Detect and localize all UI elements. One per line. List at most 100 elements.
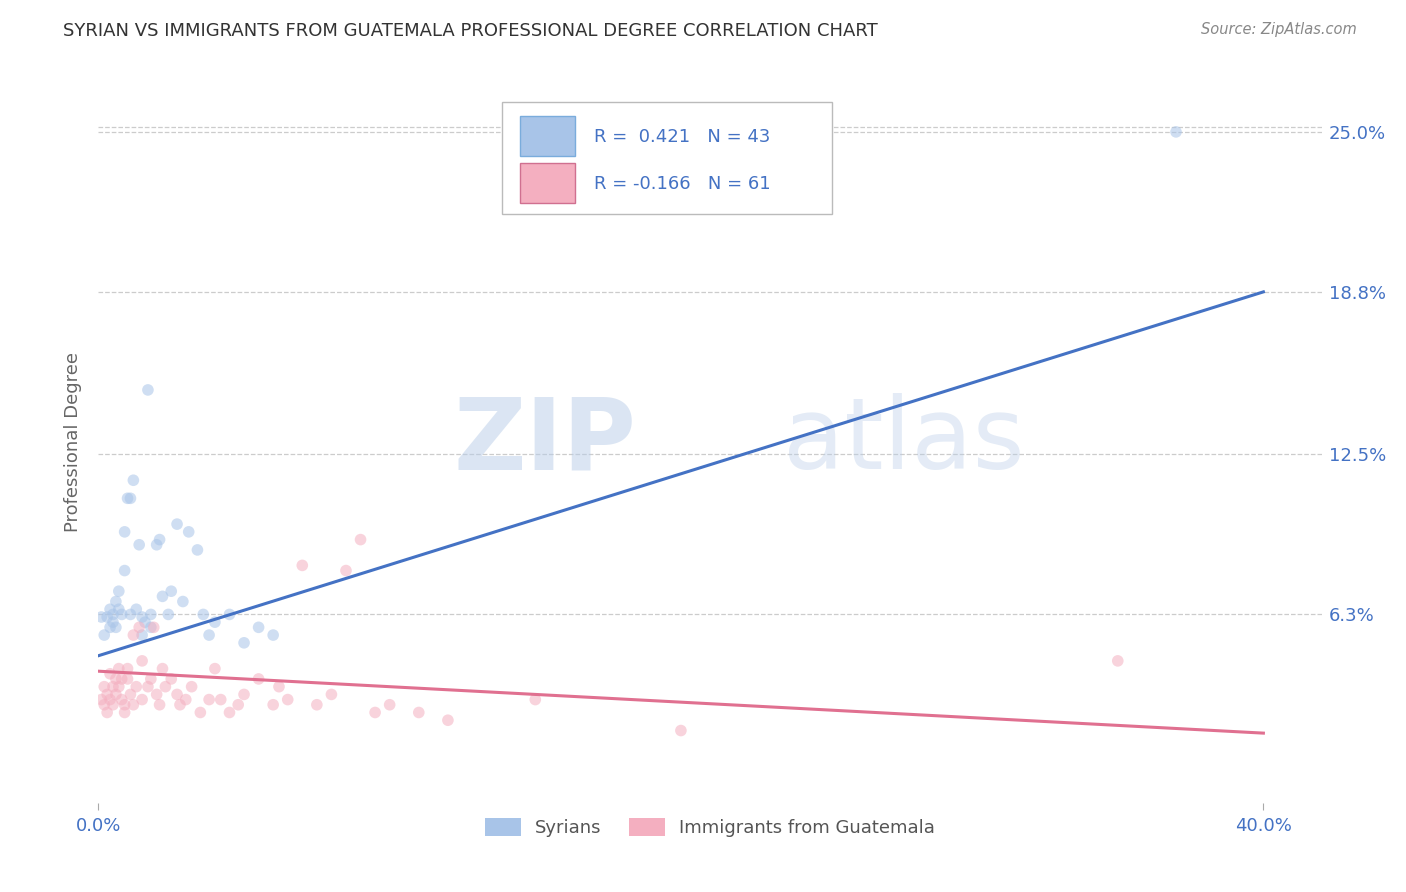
Point — [111, 672, 134, 686]
Point — [98, 692, 121, 706]
Point — [120, 687, 142, 701]
Point — [104, 620, 127, 634]
FancyBboxPatch shape — [502, 102, 832, 214]
Point — [157, 607, 180, 622]
Text: R =  0.421   N = 43: R = 0.421 N = 43 — [593, 128, 770, 145]
Point — [108, 680, 131, 694]
Point — [364, 706, 387, 720]
Point — [93, 628, 115, 642]
Point — [93, 698, 115, 712]
Point — [128, 538, 150, 552]
Point — [149, 698, 172, 712]
Point — [128, 620, 150, 634]
Point — [90, 692, 112, 706]
Point — [408, 706, 430, 720]
Point — [193, 607, 215, 622]
Point — [152, 590, 174, 604]
Point — [96, 706, 118, 720]
Point — [104, 672, 127, 686]
Point — [101, 680, 124, 694]
Point — [101, 698, 124, 712]
Point — [114, 698, 136, 712]
Point — [277, 692, 299, 706]
Point — [226, 698, 249, 712]
Text: Source: ZipAtlas.com: Source: ZipAtlas.com — [1201, 22, 1357, 37]
Point — [172, 594, 194, 608]
Point — [1107, 654, 1129, 668]
Point — [209, 692, 232, 706]
Point — [98, 620, 121, 634]
Point — [90, 610, 112, 624]
Text: R = -0.166   N = 61: R = -0.166 N = 61 — [593, 175, 770, 193]
Point — [98, 602, 121, 616]
Point — [305, 698, 328, 712]
Point — [117, 672, 139, 686]
Point — [136, 383, 159, 397]
Point — [111, 607, 134, 622]
Point — [114, 524, 136, 539]
Point — [198, 692, 221, 706]
Point — [108, 602, 131, 616]
Point — [117, 491, 139, 506]
Point — [247, 620, 270, 634]
Point — [247, 672, 270, 686]
Point — [120, 607, 142, 622]
Point — [139, 672, 162, 686]
Point — [125, 602, 148, 616]
Point — [111, 692, 134, 706]
Point — [160, 584, 183, 599]
Point — [180, 680, 202, 694]
Point — [437, 713, 460, 727]
Point — [120, 491, 142, 506]
Point — [188, 706, 212, 720]
Point — [125, 680, 148, 694]
Point — [349, 533, 371, 547]
Point — [122, 698, 145, 712]
Point — [122, 473, 145, 487]
Point — [108, 662, 131, 676]
Point — [139, 607, 162, 622]
Point — [131, 628, 153, 642]
Point — [152, 662, 174, 676]
Point — [131, 610, 153, 624]
Point — [233, 687, 256, 701]
Point — [262, 628, 284, 642]
Point — [145, 687, 167, 701]
Point — [233, 636, 256, 650]
Point — [267, 680, 290, 694]
Point — [96, 610, 118, 624]
Point — [114, 564, 136, 578]
Point — [139, 620, 162, 634]
Point — [131, 692, 153, 706]
Point — [160, 672, 183, 686]
Point — [108, 584, 131, 599]
Point — [136, 680, 159, 694]
Point — [104, 594, 127, 608]
Point — [204, 662, 226, 676]
Point — [321, 687, 343, 701]
Point — [155, 680, 177, 694]
Bar — [520, 116, 575, 156]
Point — [524, 692, 547, 706]
Point — [93, 680, 115, 694]
Bar — [520, 163, 575, 203]
Point — [122, 628, 145, 642]
Point — [186, 542, 208, 557]
Point — [218, 706, 240, 720]
Point — [262, 698, 284, 712]
Point — [101, 607, 124, 622]
Point — [104, 687, 127, 701]
Point — [98, 666, 121, 681]
Point — [204, 615, 226, 630]
Point — [114, 706, 136, 720]
Point — [101, 615, 124, 630]
Point — [291, 558, 314, 573]
Text: SYRIAN VS IMMIGRANTS FROM GUATEMALA PROFESSIONAL DEGREE CORRELATION CHART: SYRIAN VS IMMIGRANTS FROM GUATEMALA PROF… — [63, 22, 877, 40]
Point — [169, 698, 191, 712]
Point — [134, 615, 156, 630]
Point — [218, 607, 240, 622]
Point — [1164, 125, 1187, 139]
Point — [149, 533, 172, 547]
Point — [145, 538, 167, 552]
Point — [117, 662, 139, 676]
